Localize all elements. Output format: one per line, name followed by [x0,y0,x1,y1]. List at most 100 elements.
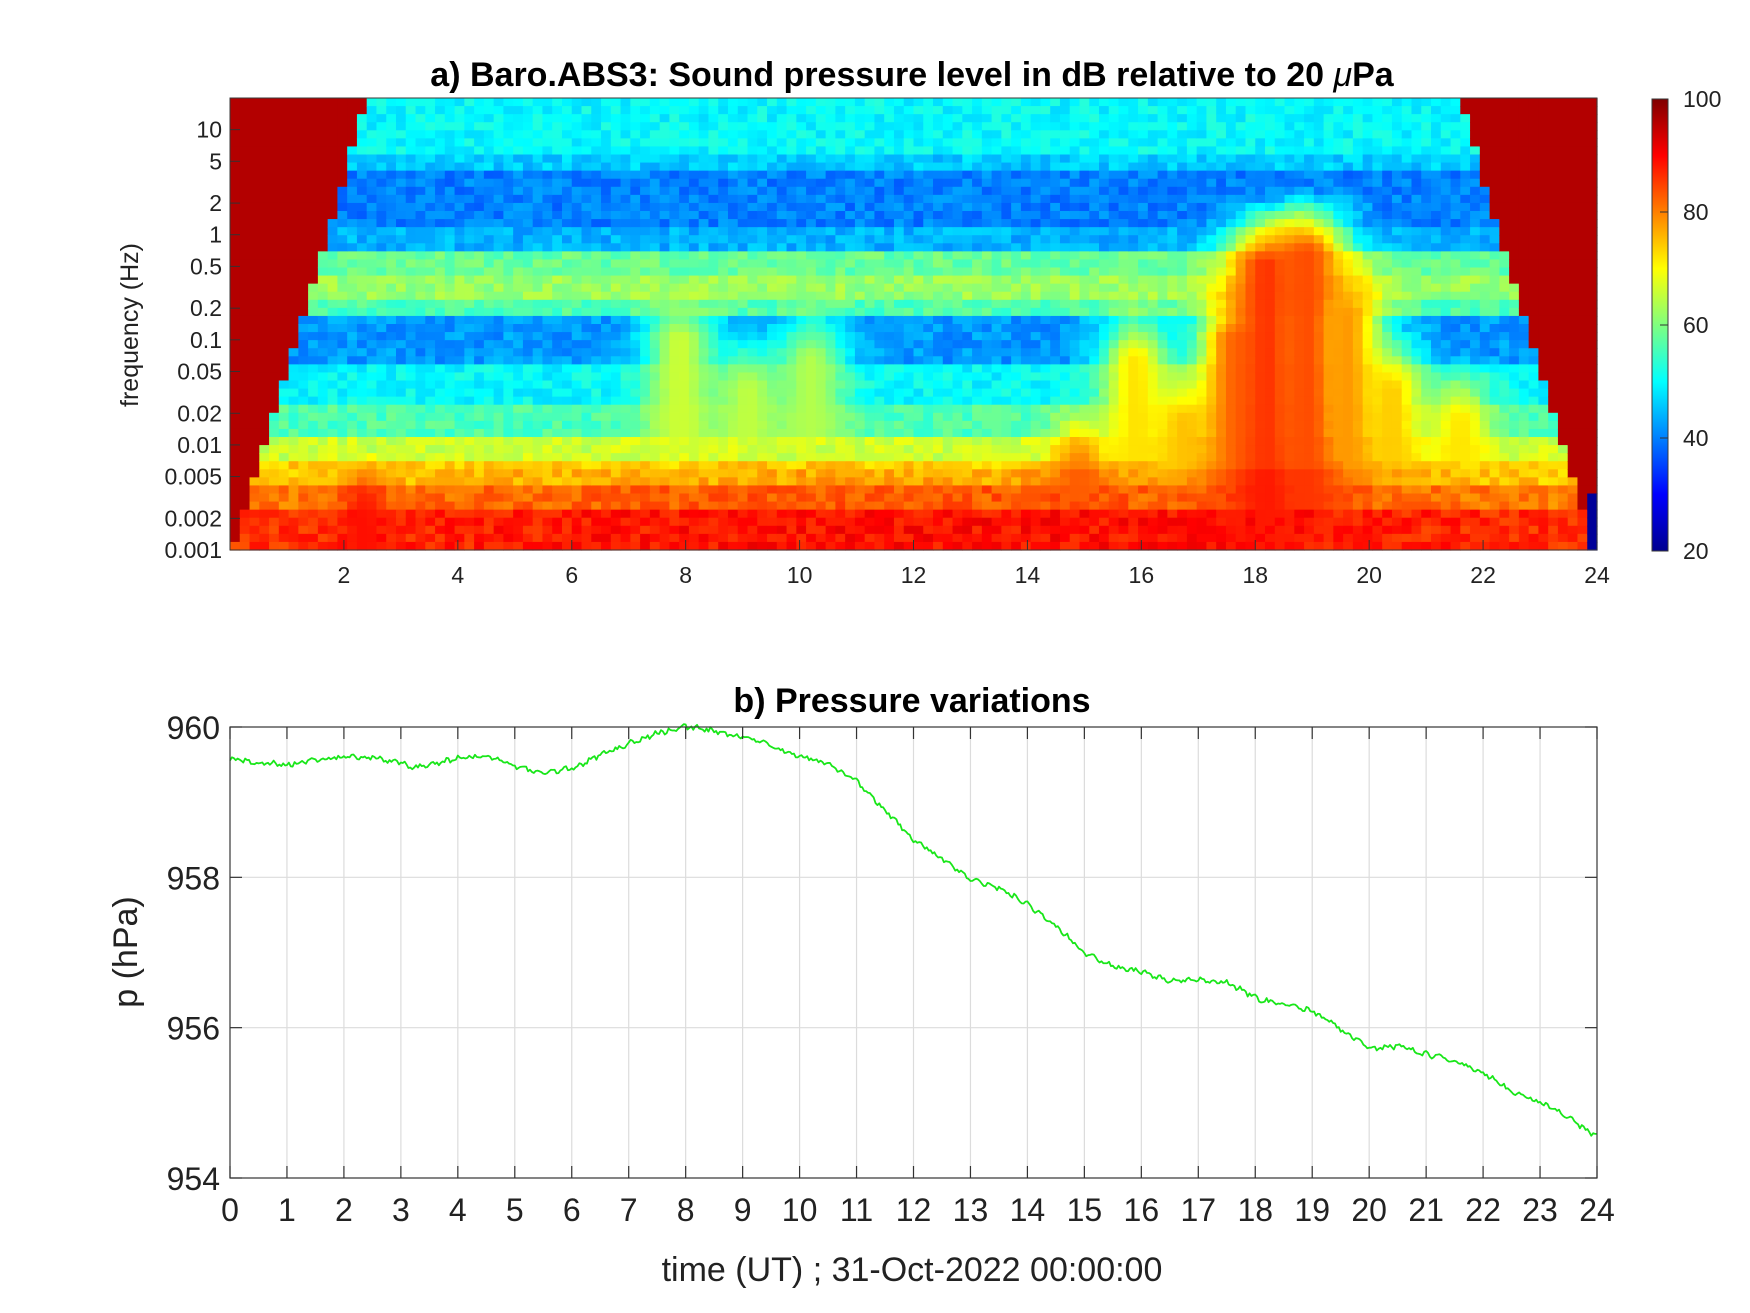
heatmap-cell [659,533,670,543]
heatmap-cell [1089,428,1100,438]
heatmap-cell [952,178,963,188]
heatmap-cell [825,348,836,357]
heatmap-cell [337,315,348,325]
heatmap-cell [991,219,1002,228]
heatmap-cell [718,412,729,422]
heatmap-cell [347,372,358,382]
heatmap-cell [757,356,768,365]
heatmap-cell [1050,114,1061,123]
heatmap-cell [376,525,387,535]
heatmap-cell [356,453,368,462]
heatmap-cell [532,445,544,454]
heatmap-cell [503,227,514,236]
heatmap-cell [786,211,797,220]
heatmap-cell [522,437,534,446]
heatmap-cell [718,307,729,317]
heatmap-cell [249,477,260,487]
heatmap-cell [356,332,368,341]
heatmap-cell [767,404,778,414]
heatmap-cell [659,396,670,406]
heatmap-cell [659,501,670,511]
heatmap-cell [972,283,983,293]
heatmap-cell [386,162,397,172]
heatmap-cell [815,509,827,519]
heatmap-cell [835,348,846,357]
heatmap-cell [1069,299,1081,309]
heatmap-cell [503,307,514,317]
heatmap-cell [688,291,700,301]
heatmap-cell [278,98,290,107]
heatmap-cell [1099,154,1110,164]
heatmap-cell [366,517,378,527]
heatmap-cell [1001,404,1012,414]
heatmap-cell [474,541,485,551]
heatmap-cell [454,525,465,535]
heatmap-cell [1001,259,1012,269]
heatmap-cell [1059,106,1071,115]
heatmap-cell [942,299,954,309]
heatmap-cell [903,251,915,261]
heatmap-cell [845,154,856,164]
heatmap-cell [1050,332,1061,341]
heatmap-cell [893,130,905,139]
heatmap-cell [239,420,251,430]
heatmap-cell [464,340,475,349]
heatmap-cell [640,186,651,196]
heatmap-cell [513,299,524,309]
heatmap-cell [1001,194,1012,204]
heatmap-cell [239,533,251,543]
heatmap-cell [903,332,915,341]
heatmap-cell [395,202,407,212]
heatmap-cell [503,437,514,446]
heatmap-cell [913,420,924,430]
heatmap-cell [249,146,260,156]
heatmap-cell [933,324,944,333]
heatmap-cell [337,170,348,180]
heatmap-cell [659,243,670,252]
heatmap-cell [630,283,641,293]
heatmap-cell [1011,227,1022,236]
heatmap-cell [825,106,836,115]
heatmap-cell [610,517,622,527]
heatmap-cell [1020,509,1032,519]
heatmap-cell [405,251,417,261]
heatmap-cell [708,275,719,285]
heatmap-cell [864,404,876,414]
heatmap-cell [874,283,885,293]
heatmap-cell [981,412,993,422]
heatmap-cell [269,533,280,543]
heatmap-cell [659,485,670,495]
heatmap-cell [444,154,456,164]
heatmap-cell [942,356,954,365]
heatmap-cell [1001,517,1012,527]
heatmap-cell [854,388,866,398]
heatmap-cell [630,428,641,438]
heatmap-cell [395,154,407,164]
heatmap-cell [903,412,915,422]
heatmap-cell [464,541,475,551]
heatmap-cell [903,509,915,519]
heatmap-cell [317,533,329,543]
heatmap-cell [874,170,885,180]
heatmap-cell [1020,275,1032,285]
heatmap-cell [688,162,700,172]
heatmap-cell [854,501,866,511]
heatmap-cell [845,477,856,487]
heatmap-cell [230,170,241,180]
heatmap-cell [942,445,954,454]
heatmap-cell [483,251,495,261]
heatmap-cell [630,178,641,188]
heatmap-cell [942,469,954,478]
heatmap-cell [1020,307,1032,317]
heatmap-cell [337,227,348,236]
heatmap-cell [942,404,954,414]
heatmap-cell [893,122,905,131]
heatmap-cell [845,332,856,341]
heatmap-cell [981,106,993,115]
heatmap-cell [708,315,719,325]
heatmap-cell [854,138,866,148]
heatmap-cell [981,356,993,365]
heatmap-cell [464,146,475,156]
heatmap-cell [767,348,778,357]
heatmap-cell [347,493,358,503]
